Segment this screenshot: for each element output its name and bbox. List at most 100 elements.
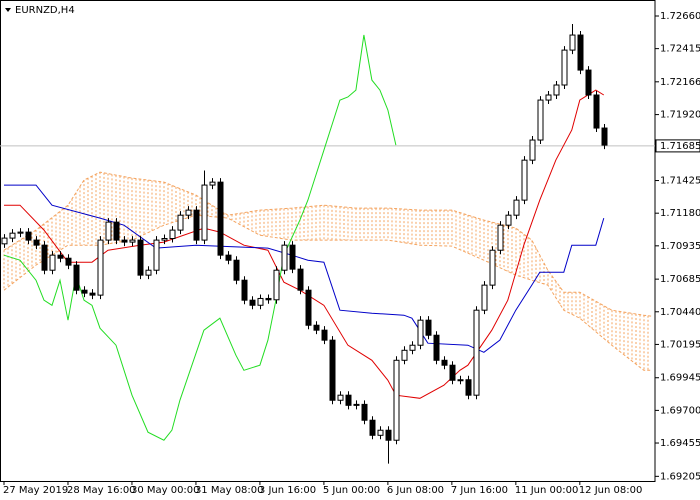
candle-body (105, 221, 112, 241)
candle-body (81, 289, 88, 294)
candle-body (337, 394, 344, 401)
candle-body (313, 324, 320, 331)
candle-body (9, 232, 16, 239)
x-tick-label: 3 Jun 16:00 (259, 485, 316, 496)
price-label-box (655, 139, 700, 153)
y-tick-label: 1.70195 (660, 339, 700, 350)
chart-title: EURNZD,H4 (15, 5, 75, 16)
candle-body (41, 244, 48, 271)
candle-body (521, 159, 528, 201)
candle-body (113, 221, 120, 241)
candle-body (241, 279, 248, 301)
y-tick-label: 1.71920 (660, 110, 700, 121)
candle-body (201, 184, 208, 241)
candle-body (457, 379, 464, 382)
candle-body (561, 49, 568, 86)
candle-body (169, 229, 176, 240)
candle-body (233, 259, 240, 281)
candle-body (73, 264, 80, 291)
candle-body (65, 257, 72, 266)
menu-triangle (5, 8, 11, 12)
x-tick-label: 30 May 00:00 (131, 485, 200, 496)
y-tick-label: 1.70935 (660, 241, 700, 252)
y-tick-label: 1.70440 (660, 307, 700, 318)
y-tick-label: 1.69205 (660, 471, 700, 482)
candle-body (505, 214, 512, 226)
candle-body (17, 231, 24, 234)
x-tick-label: 11 Jun 00:00 (515, 485, 579, 496)
candle-body (353, 403, 360, 406)
candle-body (513, 199, 520, 216)
candle-body (153, 239, 160, 271)
y-tick-label: 1.69945 (660, 373, 700, 384)
y-tick-label: 1.72166 (660, 77, 700, 88)
x-tick-label: 7 Jun 16:00 (451, 485, 508, 496)
candle-body (249, 299, 256, 306)
indicator-line (4, 184, 605, 353)
candle-body (473, 309, 480, 396)
candle-body (553, 84, 560, 96)
y-tick-label: 1.70685 (660, 274, 700, 285)
candle-body (305, 289, 312, 326)
candle-body (97, 239, 104, 296)
candle-body (393, 359, 400, 441)
candle-body (465, 379, 472, 396)
candle-body (121, 239, 128, 243)
candle-body (329, 339, 336, 401)
candle-body (345, 394, 352, 406)
candle-body (185, 209, 192, 216)
candle-body (593, 94, 600, 129)
x-tick-label: 6 Jun 08:00 (387, 485, 444, 496)
y-tick-label: 1.71425 (660, 176, 700, 187)
price-label: 1.71685 (660, 141, 700, 152)
candle-body (369, 419, 376, 436)
y-tick-label: 1.72415 (660, 44, 700, 55)
candle-body (449, 364, 456, 381)
indicator-line (4, 89, 605, 399)
candle-body (297, 268, 304, 291)
y-tick-label: 1.71180 (660, 208, 700, 219)
candle-body (321, 329, 328, 341)
candle-body (289, 244, 296, 270)
x-tick-label: 27 May 2019 (3, 485, 68, 496)
candle-body (1, 237, 8, 245)
candle-body (225, 254, 232, 261)
candle-body (585, 69, 592, 96)
candle-body (601, 127, 608, 146)
candle-body (217, 181, 224, 256)
candle-body (417, 319, 424, 346)
candle-body (161, 238, 168, 241)
y-tick-label: 1.72660 (660, 11, 700, 22)
candle-body (177, 214, 184, 231)
candle-body (529, 139, 536, 161)
candle-body (377, 429, 384, 436)
candle-body (545, 94, 552, 101)
candle-body (361, 403, 368, 421)
x-tick-label: 28 May 16:00 (67, 485, 136, 496)
candle-body (281, 244, 288, 271)
candle-body (425, 319, 432, 336)
candle-body (441, 359, 448, 366)
candle-body (537, 99, 544, 141)
candle-body (409, 344, 416, 351)
candle-body (49, 254, 56, 271)
candle-body (433, 334, 440, 361)
candle-body (209, 181, 216, 186)
candle-body (25, 231, 32, 241)
candle-body (89, 292, 96, 296)
plot-frame (0, 0, 656, 482)
candle-body (273, 269, 280, 301)
candle-body (257, 297, 264, 306)
candle-body (481, 284, 488, 311)
y-tick-label: 1.69455 (660, 438, 700, 449)
candle-body (33, 239, 40, 246)
candle-body (569, 34, 576, 51)
x-tick-label: 31 May 08:00 (195, 485, 264, 496)
x-tick-label: 12 Jun 08:00 (579, 485, 643, 496)
candle-body (385, 429, 392, 441)
cloud-edge (3, 171, 652, 317)
candle-body (129, 239, 136, 243)
candle-body (497, 224, 504, 251)
candle-body (57, 254, 64, 259)
